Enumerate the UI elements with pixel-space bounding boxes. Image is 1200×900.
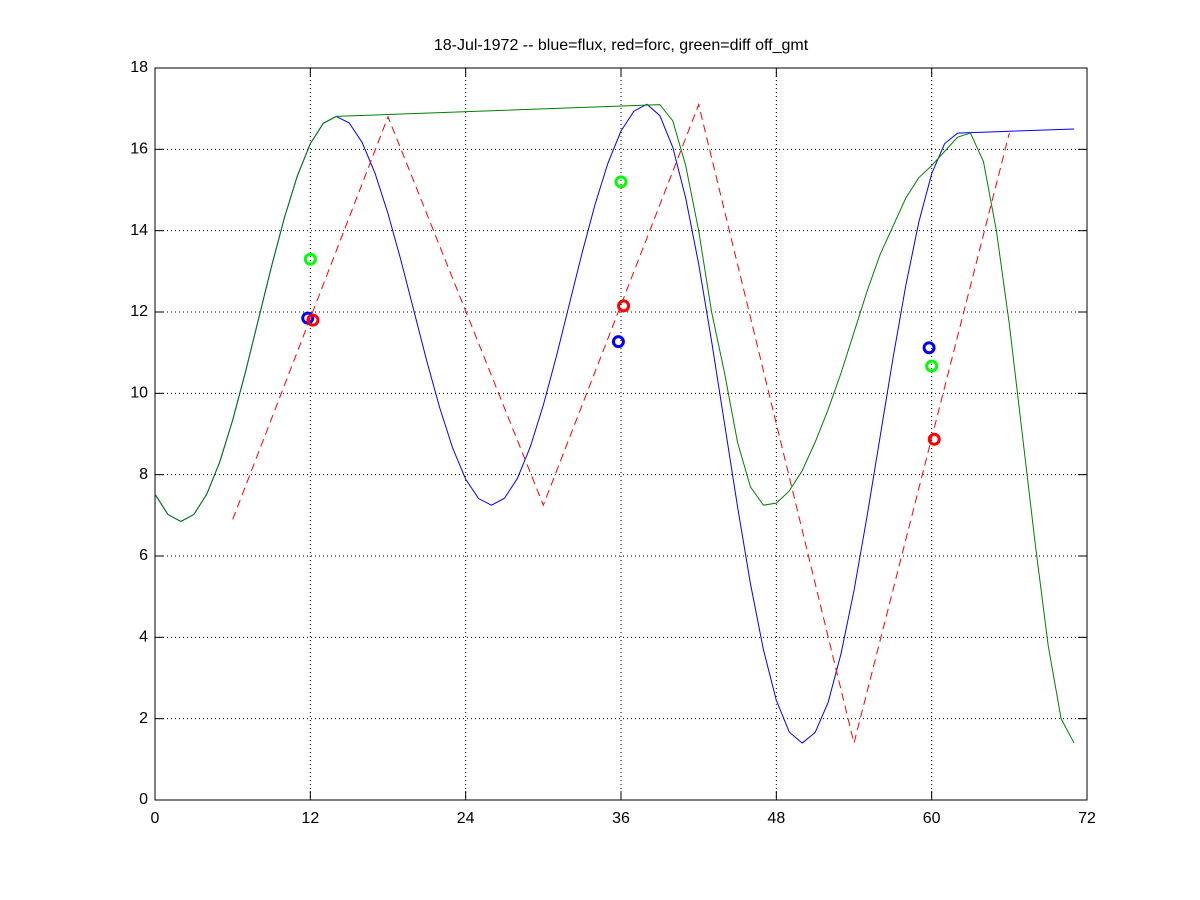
- data-point: [303, 252, 317, 266]
- data-point: [927, 432, 941, 446]
- y-tick-label: 12: [130, 303, 148, 320]
- y-tick-label: 10: [130, 385, 148, 402]
- x-tick-label: 24: [457, 810, 475, 827]
- data-line: [154, 104, 1075, 744]
- axes-box: [154, 67, 1088, 801]
- y-tick-label: 4: [139, 629, 148, 646]
- data-point: [925, 359, 939, 373]
- x-tick-label: 48: [767, 810, 785, 827]
- data-line: [232, 102, 1010, 744]
- x-tick-label: 36: [612, 810, 630, 827]
- x-tick-label: 0: [151, 810, 160, 827]
- data-point: [611, 335, 625, 349]
- chart-title: 18-Jul-1972 -- blue=flux, red=forc, gree…: [434, 37, 809, 54]
- x-tick-label: 72: [1078, 810, 1096, 827]
- data-point: [922, 341, 936, 355]
- data-point: [306, 313, 320, 327]
- y-tick-label: 14: [130, 222, 148, 239]
- y-tick-label: 16: [130, 141, 148, 158]
- data-point: [614, 175, 628, 189]
- y-tick-label: 0: [139, 791, 148, 808]
- x-tick-label: 60: [923, 810, 941, 827]
- y-tick-label: 6: [139, 547, 148, 564]
- x-tick-label: 12: [301, 810, 319, 827]
- y-tick-label: 18: [130, 59, 148, 76]
- y-tick-label: 8: [139, 466, 148, 483]
- y-tick-label: 2: [139, 710, 148, 727]
- data-point: [617, 299, 631, 313]
